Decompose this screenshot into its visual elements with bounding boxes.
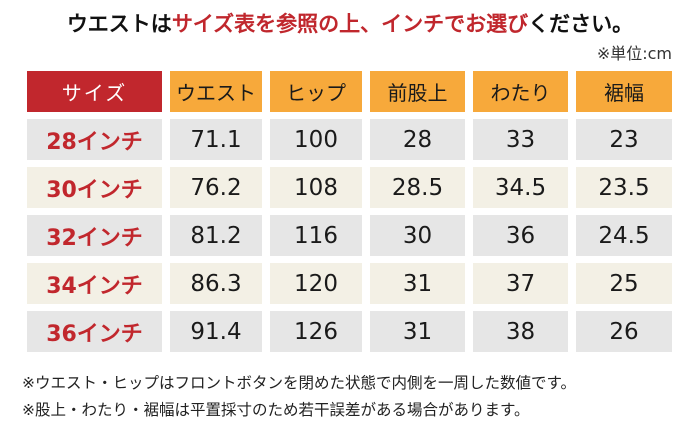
hip-value: 116 xyxy=(270,215,362,256)
hem-width-value: 23.5 xyxy=(576,167,672,208)
waist-value: 86.3 xyxy=(170,263,262,304)
table-row: 30インチ 76.2 108 28.5 34.5 23.5 xyxy=(27,167,672,208)
header-size: サイズ xyxy=(27,71,162,112)
thigh-value: 34.5 xyxy=(473,167,568,208)
unit-note: ※単位:cm xyxy=(596,44,672,63)
header-front-rise: 前股上 xyxy=(370,71,465,112)
table-row: 36インチ 91.4 126 31 38 26 xyxy=(27,311,672,352)
table-row: 34インチ 86.3 120 31 37 25 xyxy=(27,263,672,304)
size-label: 34インチ xyxy=(27,263,162,304)
hip-value: 108 xyxy=(270,167,362,208)
footnote-flat-measure: ※股上・わたり・裾幅は平置採寸のため若干誤差がある場合があります。 xyxy=(22,401,530,419)
header-waist: ウエスト xyxy=(170,71,262,112)
thigh-value: 36 xyxy=(473,215,568,256)
table-row: 28インチ 71.1 100 28 33 23 xyxy=(27,119,672,160)
waist-value: 71.1 xyxy=(170,119,262,160)
table-row: 32インチ 81.2 116 30 36 24.5 xyxy=(27,215,672,256)
hem-width-value: 24.5 xyxy=(576,215,672,256)
front-rise-value: 30 xyxy=(370,215,465,256)
waist-value: 76.2 xyxy=(170,167,262,208)
page-title: ウエストはサイズ表を参照の上、インチでお選びください。 xyxy=(0,8,700,38)
title-part-3: ください。 xyxy=(528,12,634,36)
front-rise-value: 31 xyxy=(370,263,465,304)
header-thigh: わたり xyxy=(473,71,568,112)
table-header-row: サイズ ウエスト ヒップ 前股上 わたり 裾幅 xyxy=(27,71,672,112)
footnote-waist-hip: ※ウエスト・ヒップはフロントボタンを閉めた状態で内側を一周した数値です。 xyxy=(22,374,576,392)
header-hip: ヒップ xyxy=(270,71,362,112)
thigh-value: 37 xyxy=(473,263,568,304)
header-hem-width: 裾幅 xyxy=(576,71,672,112)
title-part-1: ウエストは xyxy=(66,12,172,36)
size-label: 28インチ xyxy=(27,119,162,160)
hip-value: 126 xyxy=(270,311,362,352)
thigh-value: 33 xyxy=(473,119,568,160)
title-part-2-highlight: サイズ表を参照の上、インチでお選び xyxy=(171,12,529,36)
hip-value: 100 xyxy=(270,119,362,160)
size-label: 30インチ xyxy=(27,167,162,208)
hip-value: 120 xyxy=(270,263,362,304)
hem-width-value: 25 xyxy=(576,263,672,304)
hem-width-value: 26 xyxy=(576,311,672,352)
hem-width-value: 23 xyxy=(576,119,672,160)
size-table: サイズ ウエスト ヒップ 前股上 わたり 裾幅 28インチ 71.1 100 2… xyxy=(27,71,672,359)
front-rise-value: 28.5 xyxy=(370,167,465,208)
waist-value: 91.4 xyxy=(170,311,262,352)
size-label: 36インチ xyxy=(27,311,162,352)
size-label: 32インチ xyxy=(27,215,162,256)
footnotes: ※ウエスト・ヒップはフロントボタンを閉めた状態で内側を一周した数値です。 ※股上… xyxy=(22,370,576,424)
front-rise-value: 31 xyxy=(370,311,465,352)
front-rise-value: 28 xyxy=(370,119,465,160)
waist-value: 81.2 xyxy=(170,215,262,256)
thigh-value: 38 xyxy=(473,311,568,352)
